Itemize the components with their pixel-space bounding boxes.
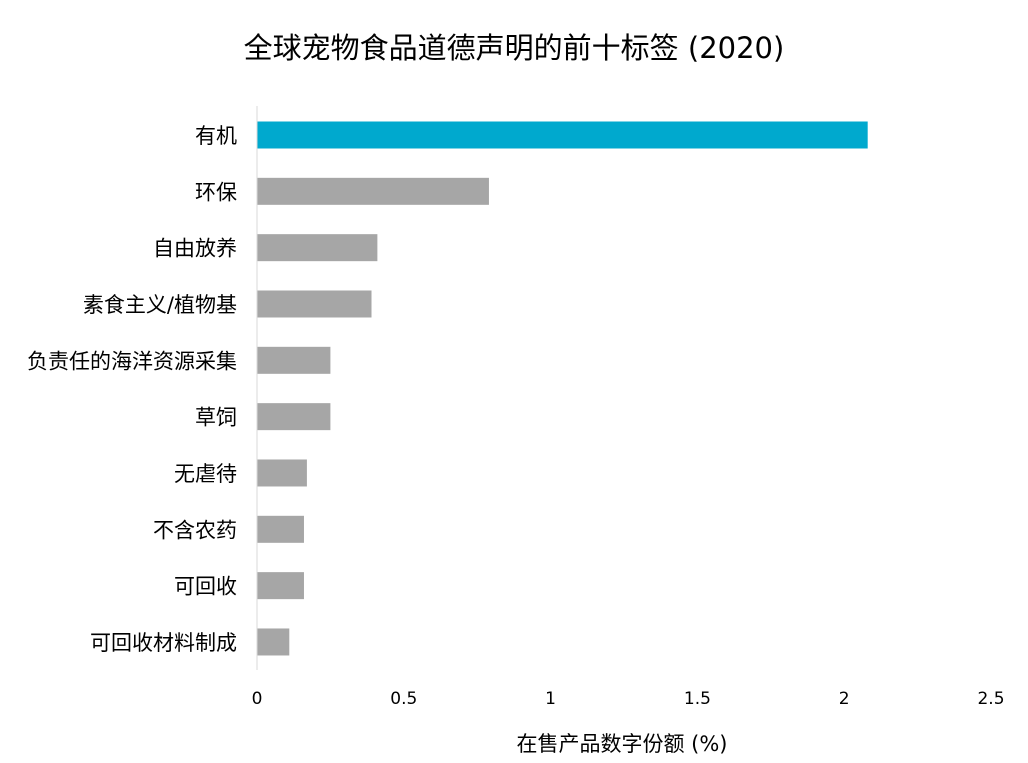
x-axis-title: 在售产品数字份额 (%) bbox=[516, 732, 727, 756]
bar-3 bbox=[257, 234, 378, 262]
category-label-9: 可回收 bbox=[174, 575, 237, 599]
category-label-7: 无虐待 bbox=[174, 462, 237, 486]
bar-7 bbox=[257, 459, 307, 487]
x-tick-label-1: 0 bbox=[252, 689, 263, 709]
chart-title: 全球宠物食品道德声明的前十标签 (2020) bbox=[244, 31, 785, 65]
category-label-6: 草饲 bbox=[195, 406, 237, 430]
category-label-1: 有机 bbox=[195, 124, 237, 148]
category-label-2: 环保 bbox=[195, 180, 237, 204]
bar-10 bbox=[257, 628, 290, 656]
bar-6 bbox=[257, 403, 331, 431]
category-label-4: 素食主义/植物基 bbox=[83, 293, 237, 317]
category-label-3: 自由放养 bbox=[153, 237, 237, 261]
bar-2 bbox=[257, 177, 489, 205]
category-labels-group: 有机环保自由放养素食主义/植物基负责任的海洋资源采集草饲无虐待不含农药可回收可回… bbox=[27, 124, 237, 655]
category-label-8: 不含农药 bbox=[153, 518, 237, 542]
bar-5 bbox=[257, 346, 331, 374]
x-tick-label-6: 2.5 bbox=[977, 689, 1004, 709]
x-tick-label-2: 0.5 bbox=[390, 689, 417, 709]
bar-8 bbox=[257, 515, 304, 543]
bar-4 bbox=[257, 290, 372, 318]
x-tick-label-4: 1.5 bbox=[684, 689, 711, 709]
bar-9 bbox=[257, 572, 304, 600]
bar-1 bbox=[257, 121, 868, 149]
x-tick-label-5: 2 bbox=[839, 689, 850, 709]
bars-group bbox=[257, 121, 868, 656]
category-label-10: 可回收材料制成 bbox=[90, 631, 237, 655]
x-tick-label-3: 1 bbox=[545, 689, 556, 709]
category-label-5: 负责任的海洋资源采集 bbox=[27, 349, 237, 373]
x-tick-labels-group: 0 0.5 1 1.5 2 2.5 bbox=[252, 689, 1005, 709]
